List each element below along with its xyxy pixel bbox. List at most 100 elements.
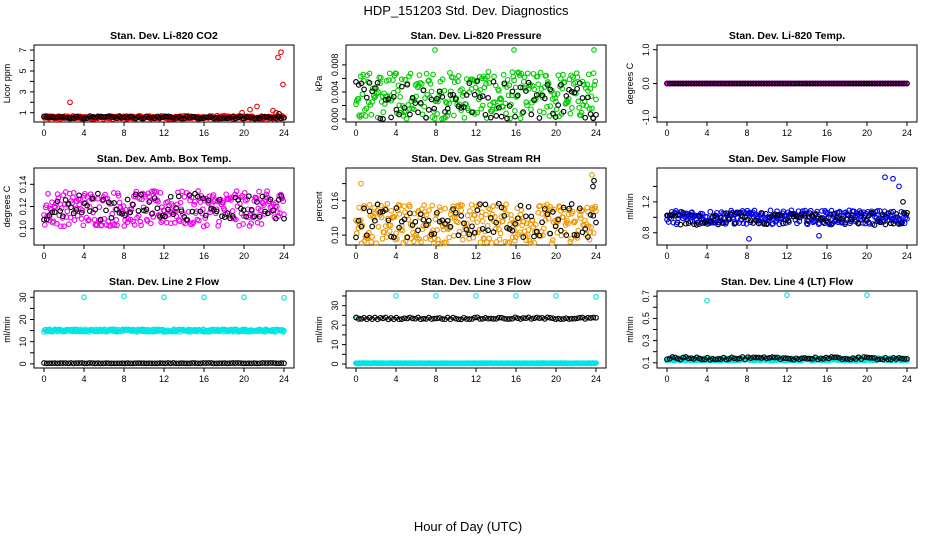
- data-point: [391, 214, 398, 220]
- data-point: [221, 360, 228, 366]
- data-point: [447, 92, 454, 98]
- data-point: [896, 221, 902, 227]
- data-point: [95, 190, 101, 197]
- x-tick-label: 4: [81, 128, 86, 138]
- x-tick-label: 4: [704, 251, 709, 261]
- data-point: [696, 213, 703, 220]
- data-point: [398, 316, 405, 322]
- data-point: [273, 360, 279, 367]
- data-point: [281, 327, 287, 334]
- data-point: [890, 355, 897, 361]
- data-point: [62, 115, 69, 121]
- data-point: [372, 217, 378, 224]
- data-point: [501, 315, 508, 322]
- data-point: [885, 210, 891, 217]
- data-point: [782, 216, 789, 223]
- data-point: [487, 206, 493, 213]
- data-point: [461, 314, 467, 321]
- data-point: [407, 314, 413, 321]
- data-point: [501, 212, 508, 219]
- data-point: [165, 360, 171, 366]
- y-tick-label: 10: [330, 340, 340, 350]
- data-point: [412, 100, 419, 106]
- data-point: [547, 86, 554, 93]
- data-point: [439, 217, 446, 224]
- data-point: [793, 213, 800, 220]
- data-point: [358, 223, 365, 230]
- data-point: [487, 315, 494, 322]
- data-point: [444, 105, 451, 112]
- data-point: [467, 208, 473, 214]
- data-point: [585, 314, 591, 321]
- data-point: [92, 114, 99, 121]
- data-point: [812, 80, 819, 87]
- data-point: [820, 80, 827, 87]
- data-point: [281, 360, 287, 367]
- data-point: [885, 80, 891, 87]
- data-point: [479, 209, 485, 215]
- data-point: [828, 354, 835, 360]
- data-point: [476, 226, 483, 233]
- data-point: [119, 114, 126, 121]
- outlier-point: [511, 47, 517, 53]
- data-point: [380, 315, 386, 322]
- data-point: [739, 80, 746, 87]
- data-point: [213, 208, 220, 215]
- data-point: [385, 316, 392, 323]
- data-point: [839, 80, 846, 87]
- data-point: [582, 114, 589, 121]
- data-point: [445, 109, 452, 116]
- data-point: [483, 211, 489, 218]
- data-point: [436, 218, 443, 225]
- data-point: [151, 195, 158, 201]
- data-point: [493, 219, 500, 226]
- data-point: [45, 190, 51, 197]
- data-point: [555, 315, 562, 322]
- data-point: [469, 223, 475, 230]
- data-point: [251, 360, 258, 366]
- data-point: [831, 354, 838, 361]
- x-tick-label: 4: [81, 251, 86, 261]
- data-point: [753, 80, 759, 87]
- data-point: [451, 112, 457, 119]
- data-point: [421, 202, 428, 208]
- y-axis-label: kPa: [314, 76, 324, 92]
- data-point: [566, 316, 572, 322]
- data-point: [455, 316, 462, 323]
- data-point: [815, 356, 821, 363]
- data-point: [455, 203, 462, 210]
- data-point: [224, 360, 231, 367]
- data-point: [235, 114, 242, 121]
- y-tick-label: 0.004: [330, 81, 340, 104]
- data-point: [590, 314, 597, 321]
- data-point: [216, 218, 222, 225]
- data-point: [549, 240, 555, 246]
- data-point: [386, 228, 393, 234]
- data-point: [758, 210, 765, 216]
- data-point: [777, 212, 784, 219]
- chart-title: Stan. Dev. Li-820 Temp.: [729, 30, 845, 42]
- data-point: [709, 213, 716, 220]
- data-point: [133, 188, 140, 195]
- data-point: [404, 81, 411, 88]
- outlier-point: [473, 293, 479, 299]
- data-point: [877, 356, 883, 363]
- data-point: [418, 239, 424, 245]
- data-point: [728, 211, 735, 218]
- data-point: [461, 104, 467, 110]
- data-point: [190, 219, 197, 226]
- data-point: [498, 96, 505, 103]
- data-point: [262, 113, 268, 120]
- data-point: [490, 316, 497, 322]
- data-point: [420, 315, 427, 322]
- data-point: [815, 215, 821, 222]
- data-point: [739, 213, 746, 220]
- y-tick-label: 20: [330, 320, 340, 330]
- data-point: [869, 80, 875, 87]
- data-point: [677, 221, 684, 228]
- data-point: [479, 225, 486, 232]
- data-point: [227, 115, 233, 121]
- data-point: [496, 314, 502, 321]
- data-point: [197, 208, 204, 215]
- data-point: [396, 111, 402, 118]
